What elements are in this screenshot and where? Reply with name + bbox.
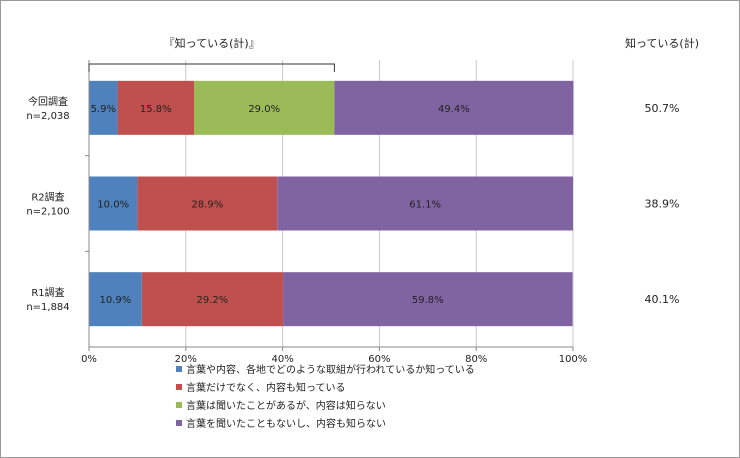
bar-segment [89, 80, 118, 135]
right-value: 50.7% [645, 102, 680, 115]
bracket [88, 63, 335, 72]
right-header: 知っている(計) [625, 36, 699, 50]
bar-segment [194, 80, 335, 135]
x-tick-label: 100% [559, 354, 588, 365]
legend-label: 言葉は聞いたことがあるが、内容は知らない [186, 399, 386, 412]
x-tick-label: 80% [465, 354, 487, 365]
category-name: 今回調査 [28, 95, 68, 108]
x-tick-label: 60% [368, 354, 390, 365]
category-n: n=2,038 [26, 111, 69, 122]
legend-label: 言葉だけでなく、内容も知っている [186, 381, 346, 394]
legend-label: 言葉を聞いたこともないし、内容も知らない [186, 417, 386, 430]
category-name: R1調査 [31, 286, 64, 299]
bar-segment [89, 272, 142, 327]
data-label: 49.4% [438, 104, 470, 115]
data-label: 29.0% [248, 104, 280, 115]
data-label: 61.1% [409, 200, 441, 211]
x-axis: 0% 20% 40% 60% 80% 100% [81, 60, 587, 365]
bar-segment [283, 272, 573, 327]
bar-segment [334, 80, 574, 135]
legend: 言葉や内容、各地でどのような取組が行われているか知っている言葉だけでなく、内容も… [176, 363, 475, 430]
bracket-label: 『知っている(計)』 [164, 36, 260, 50]
bar-segment [141, 272, 284, 327]
category-n: n=2,100 [26, 207, 69, 218]
x-tick-label: 40% [271, 354, 293, 365]
legend-swatch [176, 402, 182, 408]
category-labels: 今回調査 n=2,038 R2調査 n=2,100 R1調査 n=1,884 [26, 95, 69, 313]
bars: 5.9% 15.8% 29.0% 49.4% 10.0% 28.9% 61.1% 10.9% 2… [89, 80, 574, 327]
bar-segment [137, 176, 278, 231]
right-value: 38.9% [645, 198, 680, 211]
right-value: 40.1% [645, 293, 680, 306]
legend-swatch [176, 384, 182, 390]
bar-segment [277, 176, 573, 231]
bracket-line [88, 63, 335, 72]
legend-swatch [176, 420, 182, 426]
x-tick-label: 0% [81, 354, 97, 365]
right-values: 50.7% 38.9% 40.1% [645, 102, 680, 306]
x-tick-label: 20% [175, 354, 197, 365]
legend-label: 言葉や内容、各地でどのような取組が行われているか知っている [186, 363, 475, 376]
legend-swatch [176, 366, 182, 372]
category-n: n=1,884 [26, 302, 69, 313]
bar-segment [117, 80, 195, 135]
data-label: 10.0% [97, 200, 129, 211]
data-label: 28.9% [191, 200, 223, 211]
category-name: R2調査 [31, 191, 64, 204]
data-label: 29.2% [197, 295, 229, 306]
data-label: 59.8% [412, 295, 444, 306]
data-label: 15.8% [140, 104, 172, 115]
bar-segment [89, 176, 138, 231]
data-label: 10.9% [99, 295, 131, 306]
data-label: 5.9% [91, 104, 116, 115]
